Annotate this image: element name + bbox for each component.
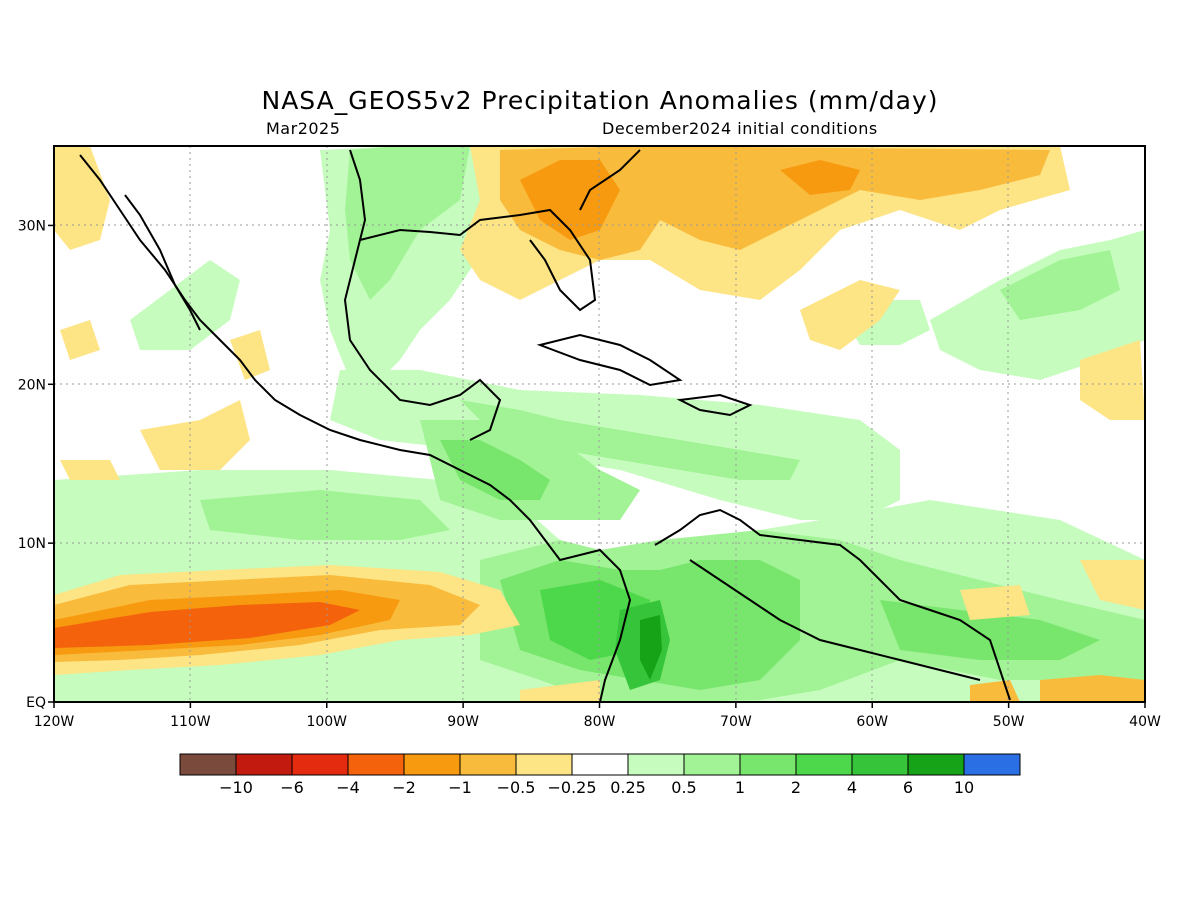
colorbar-swatch [739, 753, 797, 776]
colorbar: −10 −6 −4 −2 −1 −0.5 −0.25 0.25 0.5 1 2 4 6 10 [179, 753, 1021, 797]
colorbar-label: −6 [280, 778, 304, 797]
colorbar-swatch [347, 753, 405, 776]
colorbar-label: 10 [954, 778, 974, 797]
colorbar-label: 0.25 [610, 778, 646, 797]
colorbar-swatch [683, 753, 741, 776]
lon-tick-label: 40W [1129, 714, 1161, 730]
chart-title: NASA_GEOS5v2 Precipitation Anomalies (mm… [261, 86, 939, 115]
lon-tick-label: 70W [720, 714, 752, 730]
colorbar-label: −1 [448, 778, 472, 797]
lon-tick-label: 90W [447, 714, 479, 730]
colorbar-swatch [403, 753, 461, 776]
colorbar-label: −10 [219, 778, 253, 797]
colorbar-swatch [235, 753, 293, 776]
colorbar-label: −2 [392, 778, 416, 797]
lat-tick-label: 10N [18, 536, 46, 552]
colorbar-swatch [851, 753, 909, 776]
colorbar-swatch [515, 753, 573, 776]
lat-tick-label: 30N [18, 218, 46, 234]
colorbar-label: −4 [336, 778, 360, 797]
colorbar-label: 1 [735, 778, 745, 797]
lon-tick-label: 100W [306, 714, 347, 730]
colorbar-label: 6 [903, 778, 913, 797]
grid-lines [54, 146, 1145, 702]
longitude-axis: 120W 110W 100W 90W 80W 70W 60W 50W 40W [34, 702, 1161, 730]
colorbar-swatch [179, 753, 237, 776]
colorbar-swatch [291, 753, 349, 776]
colorbar-swatch [459, 753, 517, 776]
colorbar-swatch [627, 753, 685, 776]
colorbar-swatch [907, 753, 965, 776]
colorbar-label: −0.5 [497, 778, 536, 797]
colorbar-swatch [963, 753, 1021, 776]
initial-conditions: December2024 initial conditions [602, 119, 878, 138]
lon-tick-label: 80W [584, 714, 616, 730]
lat-tick-label: 20N [18, 377, 46, 393]
coastlines [79, 149, 1011, 702]
colorbar-label: −0.25 [547, 778, 596, 797]
colorbar-swatch [571, 753, 629, 776]
lon-tick-label: 110W [170, 714, 211, 730]
colorbar-label: 4 [847, 778, 857, 797]
colorbar-swatch [795, 753, 853, 776]
lon-tick-label: 120W [34, 714, 75, 730]
latitude-axis: 30N 20N 10N EQ [18, 218, 54, 711]
forecast-month: Mar2025 [266, 119, 341, 138]
colorbar-label: 0.5 [671, 778, 696, 797]
lat-tick-label: EQ [26, 695, 46, 711]
colorbar-label: 2 [791, 778, 801, 797]
lon-tick-label: 50W [993, 714, 1025, 730]
lon-tick-label: 60W [856, 714, 888, 730]
